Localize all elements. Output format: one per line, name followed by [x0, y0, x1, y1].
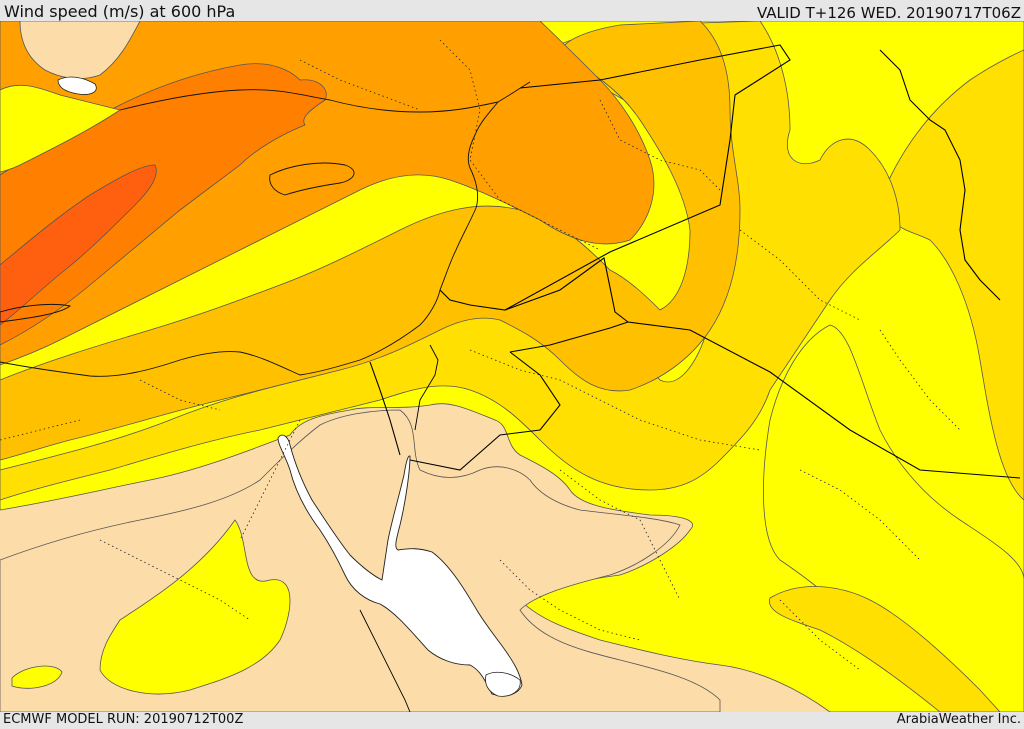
- border-egypt-israel: [369, 361, 401, 456]
- coastline-turkey: [119, 81, 531, 113]
- coastline: [0, 289, 441, 377]
- band-yellow-spot: [11, 665, 63, 689]
- band-yellow-nw: [0, 84, 121, 173]
- border-saudi: [509, 321, 629, 353]
- red-sea-south: [485, 671, 521, 697]
- footer-bar: ECMWF MODEL RUN: 20190712T00Z ArabiaWeat…: [0, 712, 1024, 729]
- border-iraq-iran: [879, 49, 1001, 301]
- border-syria-iraq: [504, 44, 791, 311]
- border-arabia-south: [359, 609, 411, 712]
- province-borders: [0, 39, 961, 671]
- cyprus: [269, 162, 355, 196]
- model-run: ECMWF MODEL RUN: 20190712T00Z: [3, 712, 244, 727]
- red-sea: [277, 434, 523, 697]
- map-title: Wind speed (m/s) at 600 hPa: [4, 2, 236, 21]
- border-jordan: [439, 257, 1021, 479]
- map-canvas: [0, 21, 1024, 712]
- crete: [0, 303, 72, 323]
- valid-time: VALID T+126 WED. 20190717T06Z: [756, 4, 1021, 22]
- band-deep-orange: [0, 164, 157, 326]
- band-gold-east: [879, 49, 1024, 501]
- aegean-sea: [57, 76, 97, 95]
- credit: ArabiaWeather Inc.: [896, 712, 1021, 727]
- wind-speed-map: [0, 21, 1024, 712]
- band-yellow-patch: [99, 519, 291, 695]
- band-amber: [0, 21, 741, 461]
- border-sinai: [414, 344, 439, 431]
- band-gold-se: [769, 586, 1001, 712]
- title-bar: Wind speed (m/s) at 600 hPa VALID T+126 …: [0, 0, 1024, 22]
- band-dark-orange: [0, 63, 327, 346]
- coastline-levant: [439, 101, 499, 291]
- border-egypt-libya: [409, 351, 561, 471]
